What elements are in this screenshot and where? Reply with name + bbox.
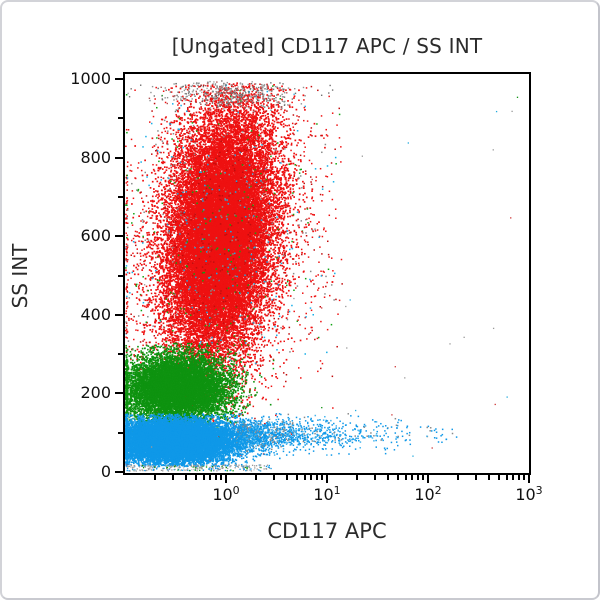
y-tick-label: 0 <box>100 462 111 481</box>
y-axis-label: SS INT <box>8 243 32 309</box>
x-minor-tick <box>255 475 258 480</box>
x-minor-tick <box>487 475 490 480</box>
y-minor-tick <box>118 353 123 356</box>
y-minor-tick <box>118 274 123 277</box>
x-minor-tick <box>411 475 414 480</box>
x-tick-label: 103 <box>515 484 543 504</box>
x-major-tick <box>427 475 429 483</box>
y-tick-label: 400 <box>80 304 111 324</box>
x-minor-tick <box>457 475 460 480</box>
y-major-tick <box>115 392 123 395</box>
y-major-tick <box>115 156 123 159</box>
x-minor-tick <box>497 475 500 480</box>
x-major-tick <box>225 475 227 483</box>
y-tick-label: 200 <box>80 383 111 403</box>
x-minor-tick <box>184 475 187 480</box>
x-minor-tick <box>512 475 515 480</box>
x-tick-label: 101 <box>313 484 341 504</box>
y-tick-label: 800 <box>80 147 111 167</box>
x-minor-tick <box>215 475 218 480</box>
x-minor-tick <box>220 475 223 480</box>
x-minor-tick <box>209 475 212 480</box>
x-minor-tick <box>356 475 359 480</box>
y-major-tick <box>115 78 123 80</box>
x-minor-tick <box>172 475 175 480</box>
y-minor-tick <box>118 195 123 198</box>
x-minor-tick <box>285 475 288 480</box>
x-minor-tick <box>422 475 425 480</box>
x-minor-tick <box>202 475 205 480</box>
x-minor-tick <box>475 475 478 480</box>
x-minor-tick <box>374 475 377 480</box>
x-minor-tick <box>505 475 508 480</box>
x-axis-label: CD117 APC <box>267 519 387 543</box>
x-minor-tick <box>316 475 319 480</box>
x-major-tick <box>528 475 530 483</box>
scatter-dot-plot-canvas <box>125 74 529 473</box>
x-minor-tick <box>386 475 389 480</box>
x-minor-tick <box>404 475 407 480</box>
y-major-tick <box>115 313 123 316</box>
x-minor-tick <box>396 475 399 480</box>
x-tick-label: 102 <box>414 484 442 504</box>
x-minor-tick <box>194 475 197 480</box>
y-minor-tick <box>118 117 123 120</box>
x-major-tick <box>326 475 328 483</box>
y-major-tick <box>115 235 123 238</box>
x-minor-tick <box>523 475 526 480</box>
x-minor-tick <box>321 475 324 480</box>
x-minor-tick <box>303 475 306 480</box>
y-major-tick <box>115 471 123 473</box>
x-minor-tick <box>417 475 420 480</box>
x-minor-tick <box>310 475 313 480</box>
x-minor-tick <box>518 475 521 480</box>
x-tick-label: 100 <box>212 484 240 504</box>
chart-title: [Ungated] CD117 APC / SS INT <box>171 34 483 58</box>
y-tick-label: 600 <box>80 226 111 246</box>
y-minor-tick <box>118 431 123 434</box>
x-minor-tick <box>273 475 276 480</box>
x-minor-tick <box>295 475 298 480</box>
y-tick-label: 1000 <box>70 69 111 88</box>
x-minor-tick <box>154 475 157 480</box>
